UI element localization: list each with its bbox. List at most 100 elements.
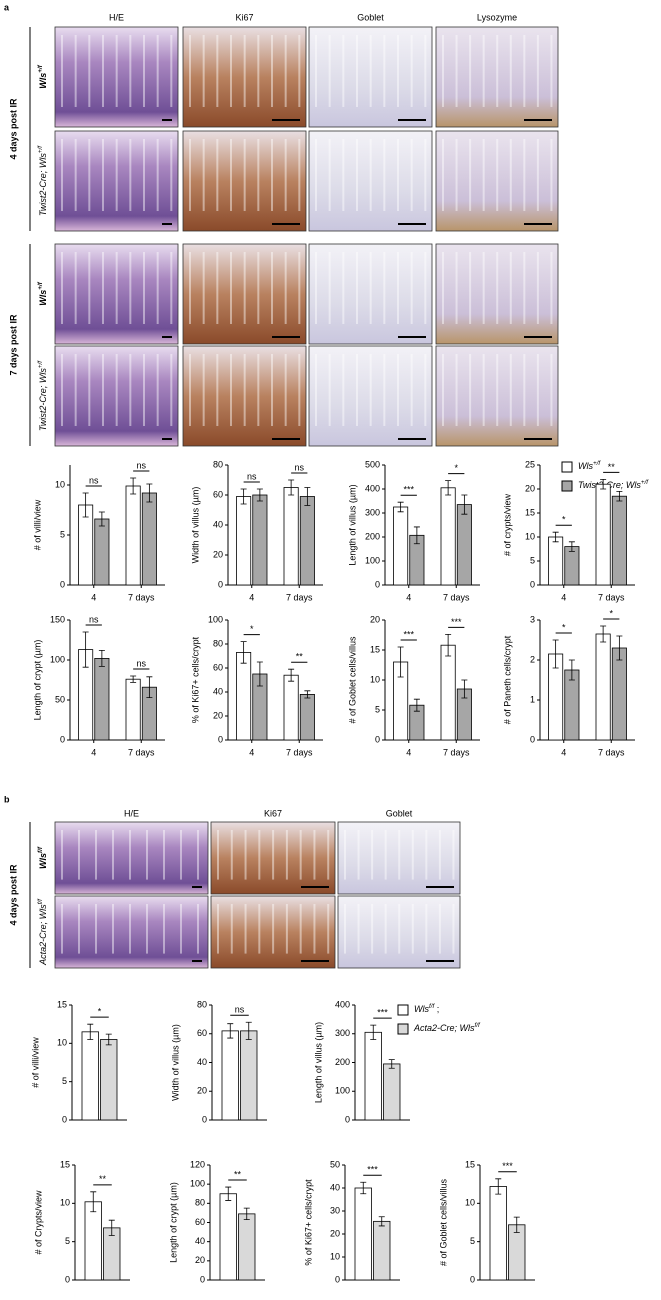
legend-swatch (397, 1004, 409, 1016)
sig-label: * (98, 1007, 102, 1017)
error-bar (304, 690, 311, 699)
micrograph (54, 243, 179, 345)
y-tick-label: 0 (375, 579, 380, 589)
axes (479, 1165, 535, 1281)
error-bar (82, 492, 89, 518)
micrograph (54, 895, 209, 969)
error-bar (146, 676, 153, 698)
label: Twist2-Cre; Wls+/f (37, 360, 48, 431)
x-tick-label: 4 (561, 592, 566, 602)
bar (508, 1224, 526, 1281)
y-tick-label: 0 (60, 579, 65, 589)
bar (440, 487, 456, 586)
panel-label: b (4, 794, 10, 804)
y-tick-label: 0 (335, 1274, 340, 1284)
y-axis-label: Length of villus (µm) (313, 1022, 323, 1103)
y-tick-label: 100 (208, 614, 223, 624)
axes (354, 1005, 410, 1121)
y-tick-label: 500 (365, 459, 380, 469)
column-header: H/E (109, 12, 124, 22)
micrograph (308, 130, 433, 232)
bar (373, 1220, 391, 1281)
x-tick-label: 4 (249, 747, 254, 757)
error-bar (600, 479, 607, 490)
label-main: Wls (414, 1004, 429, 1014)
y-tick-label: 3 (530, 614, 535, 624)
error-bar (256, 661, 263, 687)
column-header: Lysozyme (477, 12, 517, 22)
error-bar (445, 634, 452, 657)
error-bar (288, 479, 295, 496)
y-tick-label: 40 (213, 686, 223, 696)
error-bar (360, 1181, 367, 1195)
label-main: Wls (38, 73, 48, 89)
y-tick-label: 80 (213, 638, 223, 648)
micrograph (54, 26, 179, 128)
bar (489, 1186, 507, 1281)
error-bar (288, 668, 295, 682)
error-bar (461, 494, 468, 515)
error-bar (397, 501, 404, 513)
bar (125, 678, 141, 741)
y-tick-label: 0 (530, 579, 535, 589)
label-sup: +/f (37, 360, 44, 368)
y-axis-label: Width of villus (µm) (170, 1024, 180, 1101)
y-tick-label: 20 (213, 549, 223, 559)
error-bar (413, 526, 420, 545)
y-tick-label: 20 (330, 1228, 340, 1238)
bar (240, 1030, 258, 1121)
error-bar (82, 631, 89, 668)
sig-label: *** (451, 617, 462, 627)
y-tick-label: 30 (330, 1205, 340, 1215)
error-bar (568, 659, 575, 681)
bar (236, 496, 252, 586)
error-bar (225, 1186, 232, 1201)
y-tick-label: 10 (55, 479, 65, 489)
error-bar (227, 1023, 234, 1039)
micrograph (182, 26, 307, 128)
y-tick-label: 15 (525, 507, 535, 517)
bar (393, 506, 409, 586)
error-bar (130, 675, 137, 683)
error-bar (304, 487, 311, 506)
y-tick-label: 150 (50, 614, 65, 624)
legend-swatch (397, 1023, 409, 1035)
error-bar (378, 1216, 385, 1227)
label: Wlsf/f ; (414, 1003, 439, 1014)
y-tick-label: 20 (525, 483, 535, 493)
y-axis-label: # of Crypts/view (33, 1190, 43, 1255)
label-main: Twist2-Cre; Wls (38, 153, 48, 216)
y-tick-label: 100 (365, 555, 380, 565)
bar (611, 647, 627, 741)
y-tick-label: 300 (335, 1028, 350, 1038)
y-tick-label: 100 (335, 1086, 350, 1096)
label-main: Acta2-Cre; Wls (38, 904, 48, 966)
y-tick-label: 80 (213, 459, 223, 469)
micrograph (210, 895, 336, 969)
time-label: 7 days post IR (8, 314, 18, 376)
y-tick-label: 15 (465, 1159, 475, 1169)
y-tick-label: 300 (365, 507, 380, 517)
label: Twist2-Cre; Wls+/f (578, 479, 649, 490)
y-tick-label: 60 (197, 1028, 207, 1038)
bar (283, 487, 299, 586)
label-sup: +/f (641, 479, 649, 486)
sig-label: * (454, 463, 458, 473)
y-tick-label: 100 (50, 654, 65, 664)
error-bar (397, 646, 404, 678)
label: Wls+/f (37, 281, 48, 305)
y-tick-label: 15 (370, 644, 380, 654)
y-tick-label: 5 (62, 1076, 67, 1086)
x-tick-label: 7 days (443, 592, 470, 602)
y-tick-label: 100 (190, 1179, 205, 1189)
error-bar (568, 541, 575, 552)
label-main: Wls (578, 461, 593, 471)
label-sup: +/f (37, 145, 44, 153)
x-tick-label: 7 days (286, 592, 313, 602)
error-bar (108, 1219, 115, 1236)
y-tick-label: 2 (530, 654, 535, 664)
sig-label: *** (403, 629, 414, 639)
y-axis-label: Length of crypt (µm) (168, 1182, 178, 1263)
time-label: 4 days post IR (8, 98, 18, 160)
